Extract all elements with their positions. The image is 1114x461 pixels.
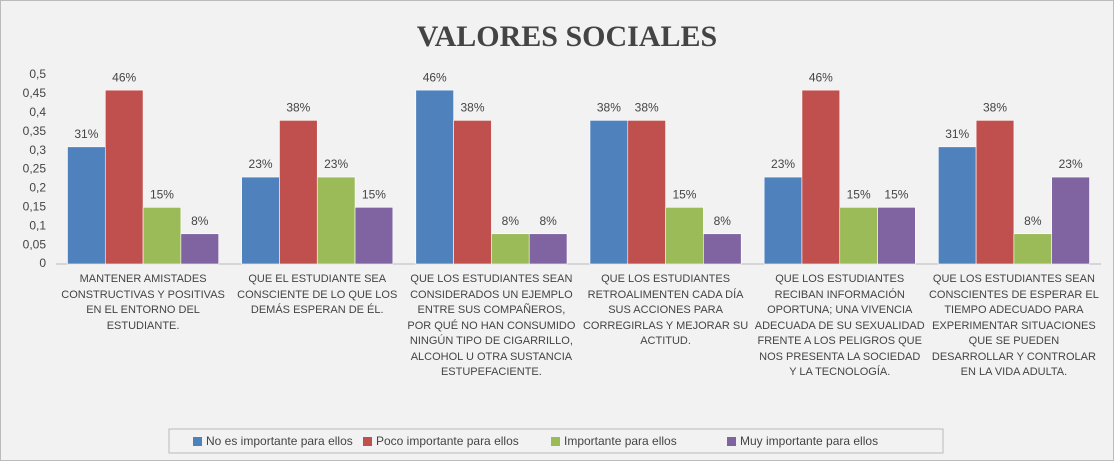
bar [453, 120, 492, 265]
bar [839, 207, 878, 265]
bar [104, 89, 144, 265]
bar [877, 207, 916, 265]
data-label: 38% [461, 101, 485, 115]
bar [142, 207, 182, 265]
y-tick-label: 0,3 [29, 143, 46, 157]
bar [801, 89, 841, 265]
legend-box [168, 428, 944, 454]
bar [703, 233, 742, 265]
chart-title: VALORES SOCIALES [417, 20, 717, 53]
data-label: 15% [847, 187, 871, 201]
bar [316, 176, 356, 265]
y-tick-label: 0,4 [29, 105, 46, 119]
bar [180, 233, 219, 265]
x-tick-label: QUE LOS ESTUDIANTES SEAN CONSCIENTES DE … [928, 273, 1099, 378]
data-label: 8% [539, 214, 557, 228]
legend-swatch [551, 437, 560, 446]
legend-swatch [363, 437, 372, 446]
data-label: 46% [423, 70, 447, 84]
data-label: 8% [714, 214, 732, 228]
legend-label: Muy importante para ellos [740, 434, 878, 448]
y-tick-label: 0,05 [23, 237, 47, 251]
data-label: 38% [983, 101, 1007, 115]
data-label: 46% [112, 70, 136, 84]
bar [763, 176, 803, 265]
data-label: 23% [324, 157, 348, 171]
data-label: 31% [945, 127, 969, 141]
y-tick-label: 0,35 [23, 124, 47, 138]
bar [491, 233, 530, 265]
y-tick-label: 0,45 [23, 86, 47, 100]
y-tick-label: 0,5 [29, 67, 46, 81]
y-tick-label: 0,2 [29, 181, 46, 195]
data-label: 23% [1059, 157, 1083, 171]
data-label: 15% [884, 187, 908, 201]
bar [279, 120, 318, 265]
bar [589, 120, 629, 265]
data-label: 8% [502, 214, 520, 228]
data-label: 15% [150, 187, 174, 201]
data-label: 23% [771, 157, 795, 171]
data-label: 15% [672, 187, 696, 201]
bar [415, 89, 454, 265]
data-label: 46% [809, 70, 833, 84]
y-tick-label: 0,25 [23, 162, 47, 176]
bar [1051, 176, 1090, 265]
bar [665, 207, 704, 265]
x-tick-label: QUE LOS ESTUDIANTES RECIBAN INFORMACIÓN … [754, 273, 925, 378]
data-label: 38% [597, 101, 621, 115]
bar [975, 120, 1015, 265]
bar [241, 176, 280, 265]
data-label: 31% [74, 127, 98, 141]
bar [1013, 233, 1053, 265]
legend-label: Importante para ellos [564, 434, 677, 448]
legend-swatch [727, 437, 736, 446]
y-tick-label: 0 [39, 256, 46, 270]
legend-label: Poco importante para ellos [376, 434, 519, 448]
legend-swatch [193, 437, 202, 446]
y-tick-label: 0,1 [29, 218, 46, 232]
x-tick-label: QUE LOS ESTUDIANTES RETROALIMENTEN CADA … [582, 273, 749, 347]
x-tick-label: QUE LOS ESTUDIANTES SEAN CONSIDERADOS UN… [407, 273, 576, 378]
bar [67, 146, 106, 265]
data-label: 15% [362, 187, 386, 201]
data-label: 8% [191, 214, 209, 228]
x-tick-label: QUE EL ESTUDIANTE SEA CONSCIENTE DE LO Q… [237, 273, 398, 316]
y-tick-label: 0,15 [23, 199, 47, 213]
legend-label: No es importante para ellos [206, 434, 353, 448]
data-label: 38% [286, 101, 310, 115]
bar [354, 207, 394, 265]
bar [627, 120, 666, 265]
x-tick-label: MANTENER AMISTADES CONSTRUCTIVAS Y POSIT… [61, 273, 225, 332]
data-label: 38% [635, 101, 659, 115]
bar [528, 233, 568, 265]
bar [938, 146, 977, 265]
data-label: 8% [1024, 214, 1042, 228]
data-label: 23% [249, 157, 273, 171]
